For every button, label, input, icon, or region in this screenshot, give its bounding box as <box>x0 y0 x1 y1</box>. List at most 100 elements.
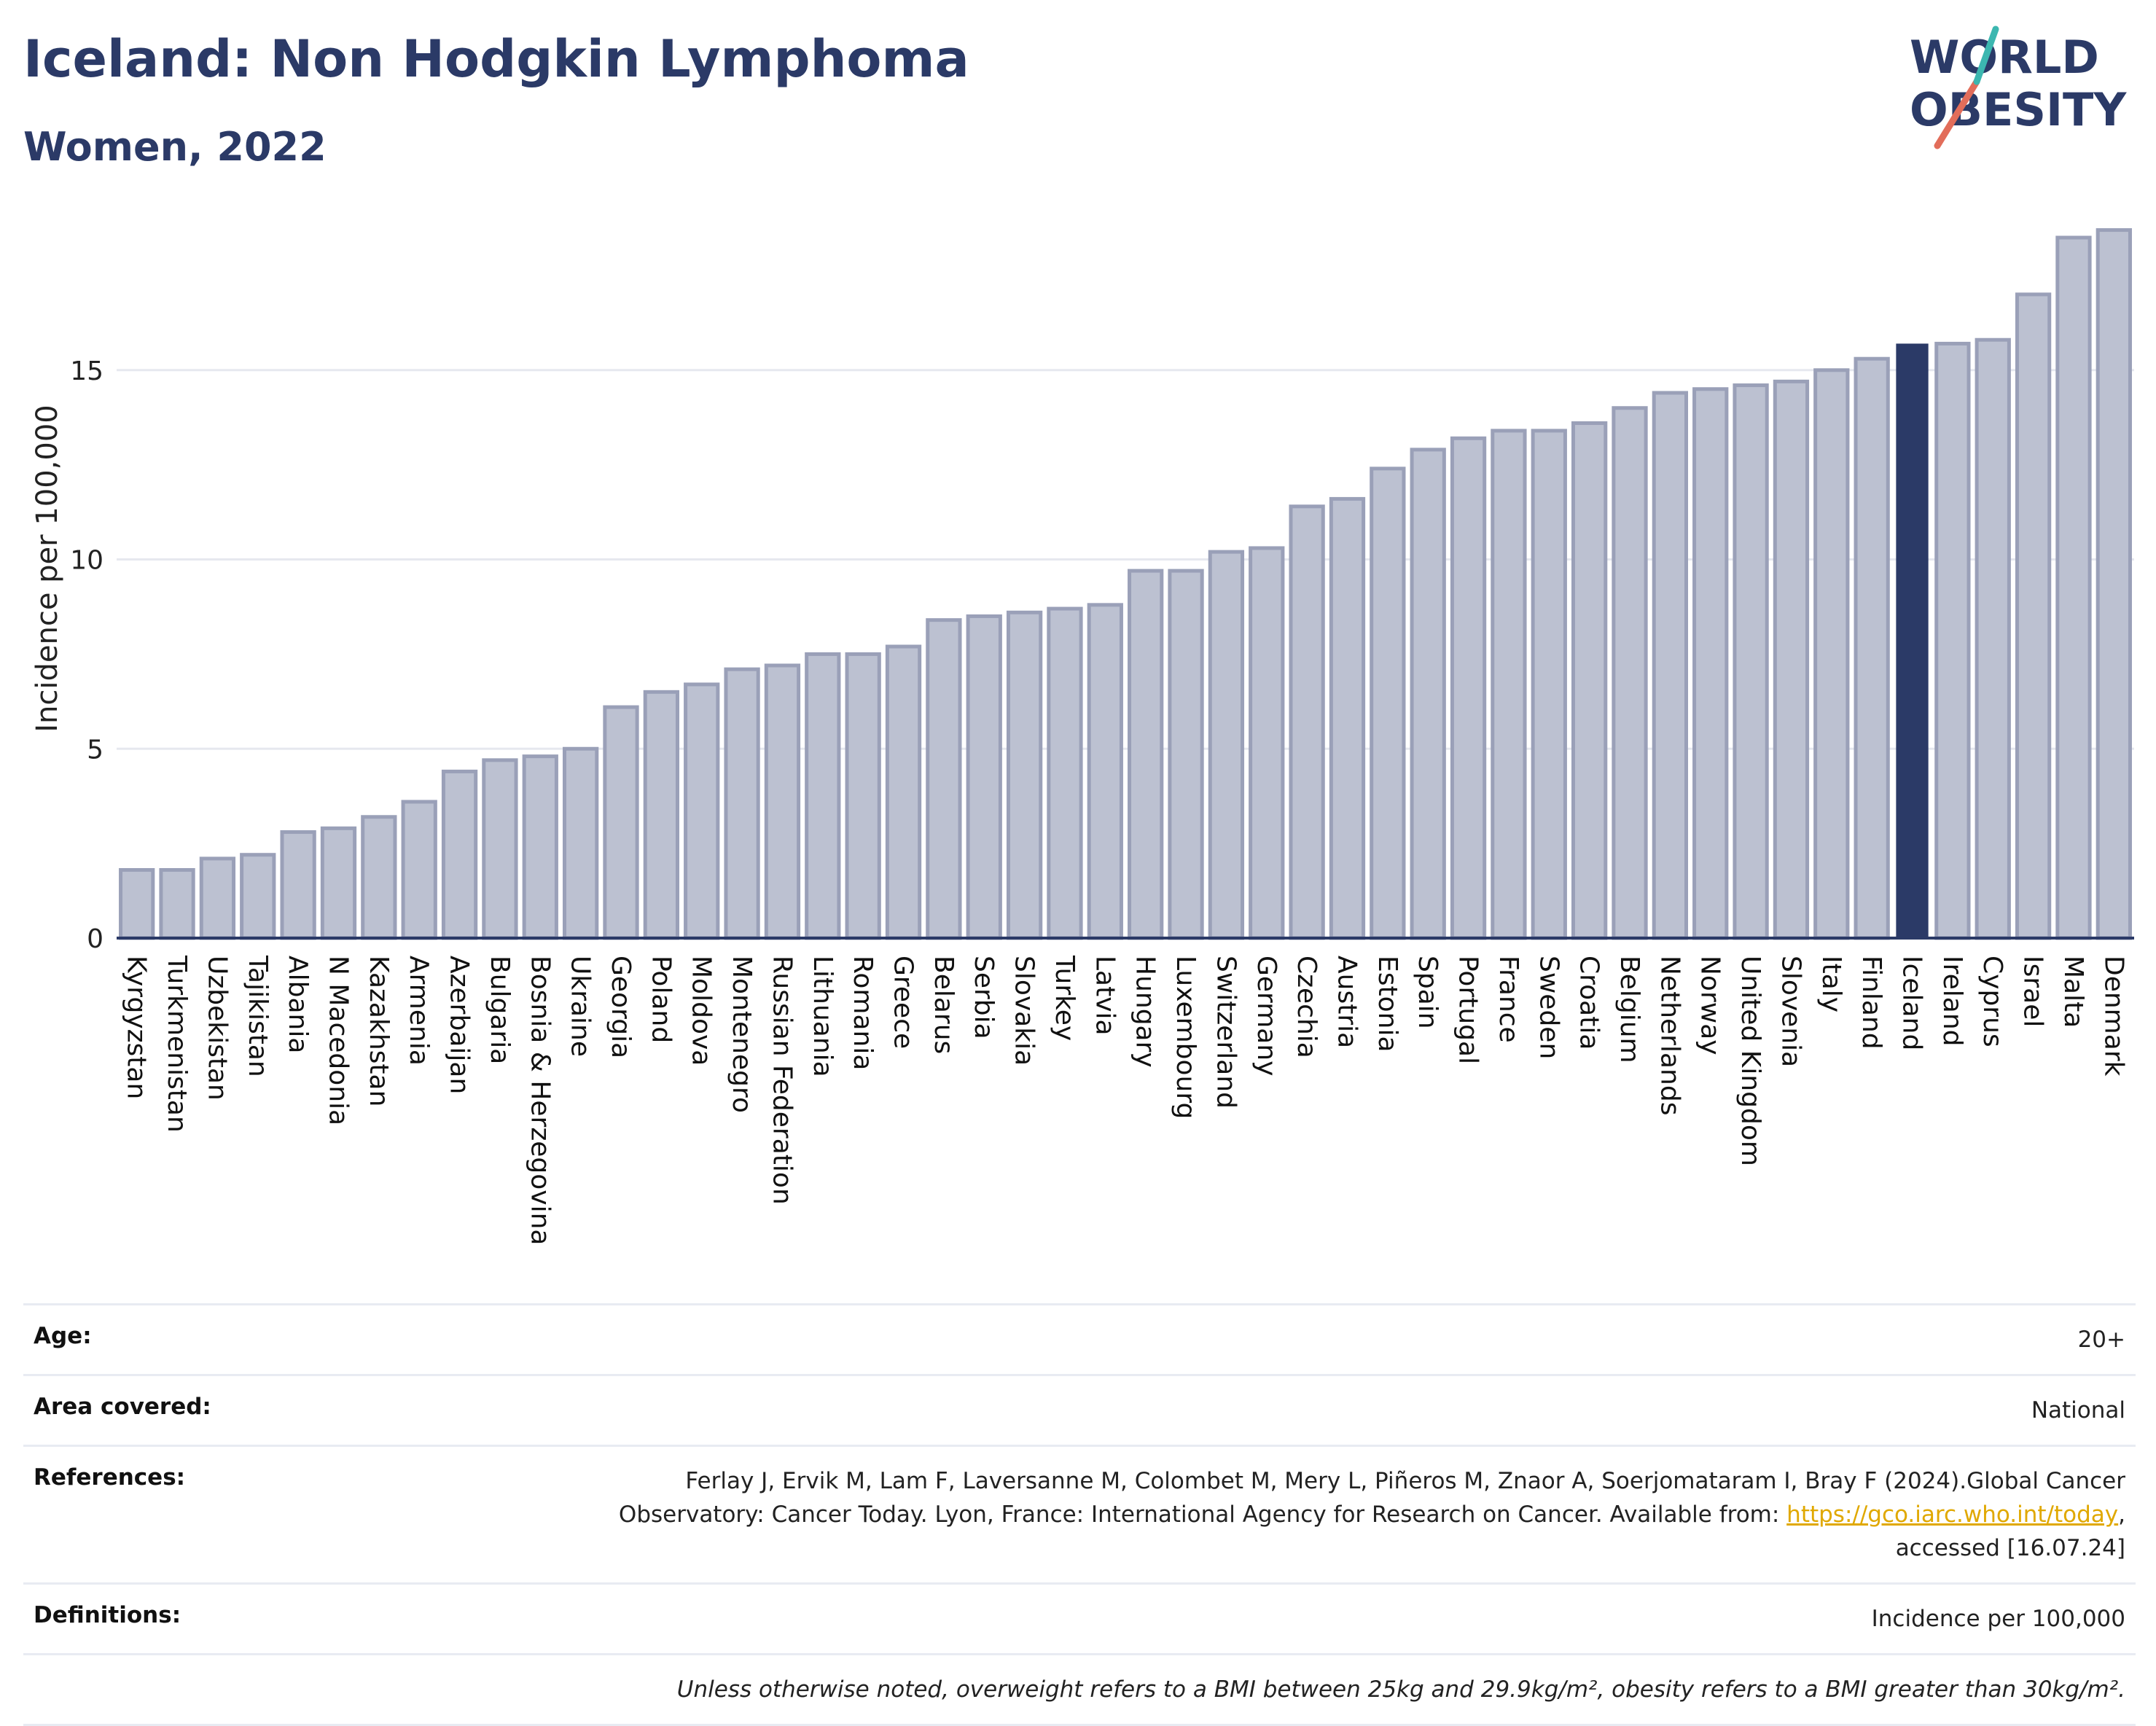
bar-sweden[interactable] <box>1531 429 1567 940</box>
bar-malta[interactable] <box>2055 235 2092 940</box>
age-label: Age: <box>34 1323 92 1349</box>
bar-austria[interactable] <box>1329 496 1366 940</box>
bar-spain[interactable] <box>1410 448 1446 940</box>
meta-row-note: Unless otherwise noted, overweight refer… <box>23 1653 2136 1726</box>
bar-uzbekistan[interactable] <box>199 856 236 940</box>
x-tick-label: Luxembourg <box>1171 956 1200 1119</box>
x-tick-label: Armenia <box>404 956 434 1066</box>
x-tick-label: France <box>1493 956 1523 1043</box>
x-tick-label: Slovakia <box>1009 956 1039 1066</box>
bar-serbia[interactable] <box>966 614 1002 940</box>
x-tick-label: Tajikistan <box>243 955 273 1077</box>
x-tick-label: Belgium <box>1614 956 1644 1063</box>
age-value: 20+ <box>2077 1327 2125 1353</box>
bar-estonia[interactable] <box>1370 466 1406 940</box>
bar-albania[interactable] <box>280 830 316 940</box>
x-tick-label: Kazakhstan <box>364 956 394 1106</box>
definitions-label: Definitions: <box>34 1602 181 1628</box>
x-tick-label: Slovenia <box>1776 956 1805 1067</box>
x-tick-label: Denmark <box>2098 956 2128 1077</box>
bar-poland[interactable] <box>643 690 680 940</box>
bar-united-kingdom[interactable] <box>1733 383 1769 940</box>
x-tick-label: Moldova <box>687 956 716 1066</box>
x-tick-label: Ireland <box>1937 956 1967 1047</box>
bar-kazakhstan[interactable] <box>361 815 397 940</box>
metadata-table: Age: 20+ Area covered: National Referenc… <box>23 1303 2136 1726</box>
x-tick-label: Estonia <box>1372 956 1402 1053</box>
logo-line1: WORLD <box>1910 31 2099 84</box>
bar-n-macedonia[interactable] <box>320 826 357 940</box>
x-tick-label: Spain <box>1413 956 1442 1029</box>
bar-belarus[interactable] <box>926 618 962 940</box>
bar-moldova[interactable] <box>684 682 720 940</box>
y-tick-label: 5 <box>87 735 103 765</box>
x-tick-label: Belarus <box>929 956 958 1054</box>
bar-belgium[interactable] <box>1612 406 1648 940</box>
x-tick-label: Poland <box>646 956 676 1043</box>
x-tick-label: Russian Federation <box>767 956 797 1205</box>
bar-russian-federation[interactable] <box>764 663 801 940</box>
x-tick-label: Norway <box>1695 956 1725 1055</box>
bar-iceland[interactable] <box>1896 343 1929 938</box>
bar-turkey[interactable] <box>1047 606 1083 940</box>
references-text: Ferlay J, Ervik M, Lam F, Laversanne M, … <box>618 1468 2125 1528</box>
bar-lithuania[interactable] <box>805 652 841 940</box>
bar-switzerland[interactable] <box>1208 550 1245 940</box>
bar-slovakia[interactable] <box>1006 610 1043 940</box>
x-tick-label: Italy <box>1816 956 1846 1012</box>
meta-row-references: References: Ferlay J, Ervik M, Lam F, La… <box>23 1445 2136 1582</box>
x-tick-label: Serbia <box>969 956 999 1039</box>
page-title: Iceland: Non Hodgkin Lymphoma <box>23 29 969 89</box>
x-tick-label: Iceland <box>1897 956 1927 1050</box>
definitions-value: Incidence per 100,000 <box>1871 1606 2125 1632</box>
bar-tajikistan[interactable] <box>240 853 276 940</box>
page-subtitle: Women, 2022 <box>23 124 327 170</box>
bar-netherlands[interactable] <box>1652 391 1689 940</box>
bar-ukraine[interactable] <box>562 746 599 940</box>
x-tick-label: Montenegro <box>727 956 757 1113</box>
x-tick-label: Austria <box>1332 956 1362 1048</box>
labels-layer: Kyrgyzstan Turkmenistan Uzbekistan Tajikist… <box>122 955 2129 1245</box>
bar-croatia[interactable] <box>1571 421 1608 940</box>
bar-norway[interactable] <box>1692 387 1729 940</box>
bar-france[interactable] <box>1491 429 1527 940</box>
area-value: National <box>2031 1397 2125 1424</box>
area-label: Area covered: <box>34 1394 211 1420</box>
x-tick-label: Lithuania <box>808 956 837 1077</box>
meta-row-area: Area covered: National <box>23 1374 2136 1445</box>
bar-czechia[interactable] <box>1289 504 1325 940</box>
x-tick-label: Czechia <box>1292 956 1321 1058</box>
bar-israel[interactable] <box>2015 292 2052 940</box>
bar-azerbaijan[interactable] <box>441 769 478 940</box>
bar-greece[interactable] <box>885 644 922 940</box>
bar-armenia[interactable] <box>401 800 437 940</box>
references-label: References: <box>34 1464 186 1491</box>
bar-bosnia-herzegovina[interactable] <box>522 754 558 940</box>
bar-ireland[interactable] <box>1934 341 1971 940</box>
references-link[interactable]: https://gco.iarc.who.int/today <box>1786 1502 2119 1528</box>
bar-kyrgyzstan[interactable] <box>119 867 155 940</box>
bar-denmark[interactable] <box>2096 228 2132 940</box>
bar-bulgaria[interactable] <box>482 758 518 940</box>
bar-romania[interactable] <box>845 652 881 940</box>
x-tick-label: Bulgaria <box>485 956 515 1064</box>
bar-turkmenistan[interactable] <box>159 867 195 940</box>
bar-montenegro[interactable] <box>724 667 760 940</box>
bar-finland[interactable] <box>1854 356 1890 940</box>
y-tick-label: 0 <box>87 924 103 954</box>
bar-cyprus[interactable] <box>1975 337 2011 940</box>
bar-georgia[interactable] <box>603 705 639 940</box>
world-obesity-logo: WORLD OBESITY <box>1910 26 2127 149</box>
bar-chart: 0 5 10 15 Kyrgyzstan Turkmenistan Uzbekistan T… <box>31 228 2134 1245</box>
bar-hungary[interactable] <box>1128 569 1164 940</box>
bar-italy[interactable] <box>1813 368 1850 940</box>
bar-germany[interactable] <box>1249 546 1285 940</box>
bar-luxembourg[interactable] <box>1168 569 1204 940</box>
bar-slovenia[interactable] <box>1773 379 1810 940</box>
bar-portugal[interactable] <box>1450 436 1487 940</box>
x-tick-label: Latvia <box>1090 956 1120 1036</box>
y-axis-title: Incidence per 100,000 <box>31 405 64 733</box>
x-tick-label: Portugal <box>1453 956 1483 1064</box>
x-tick-label: Romania <box>848 956 878 1070</box>
bar-latvia[interactable] <box>1087 603 1123 940</box>
